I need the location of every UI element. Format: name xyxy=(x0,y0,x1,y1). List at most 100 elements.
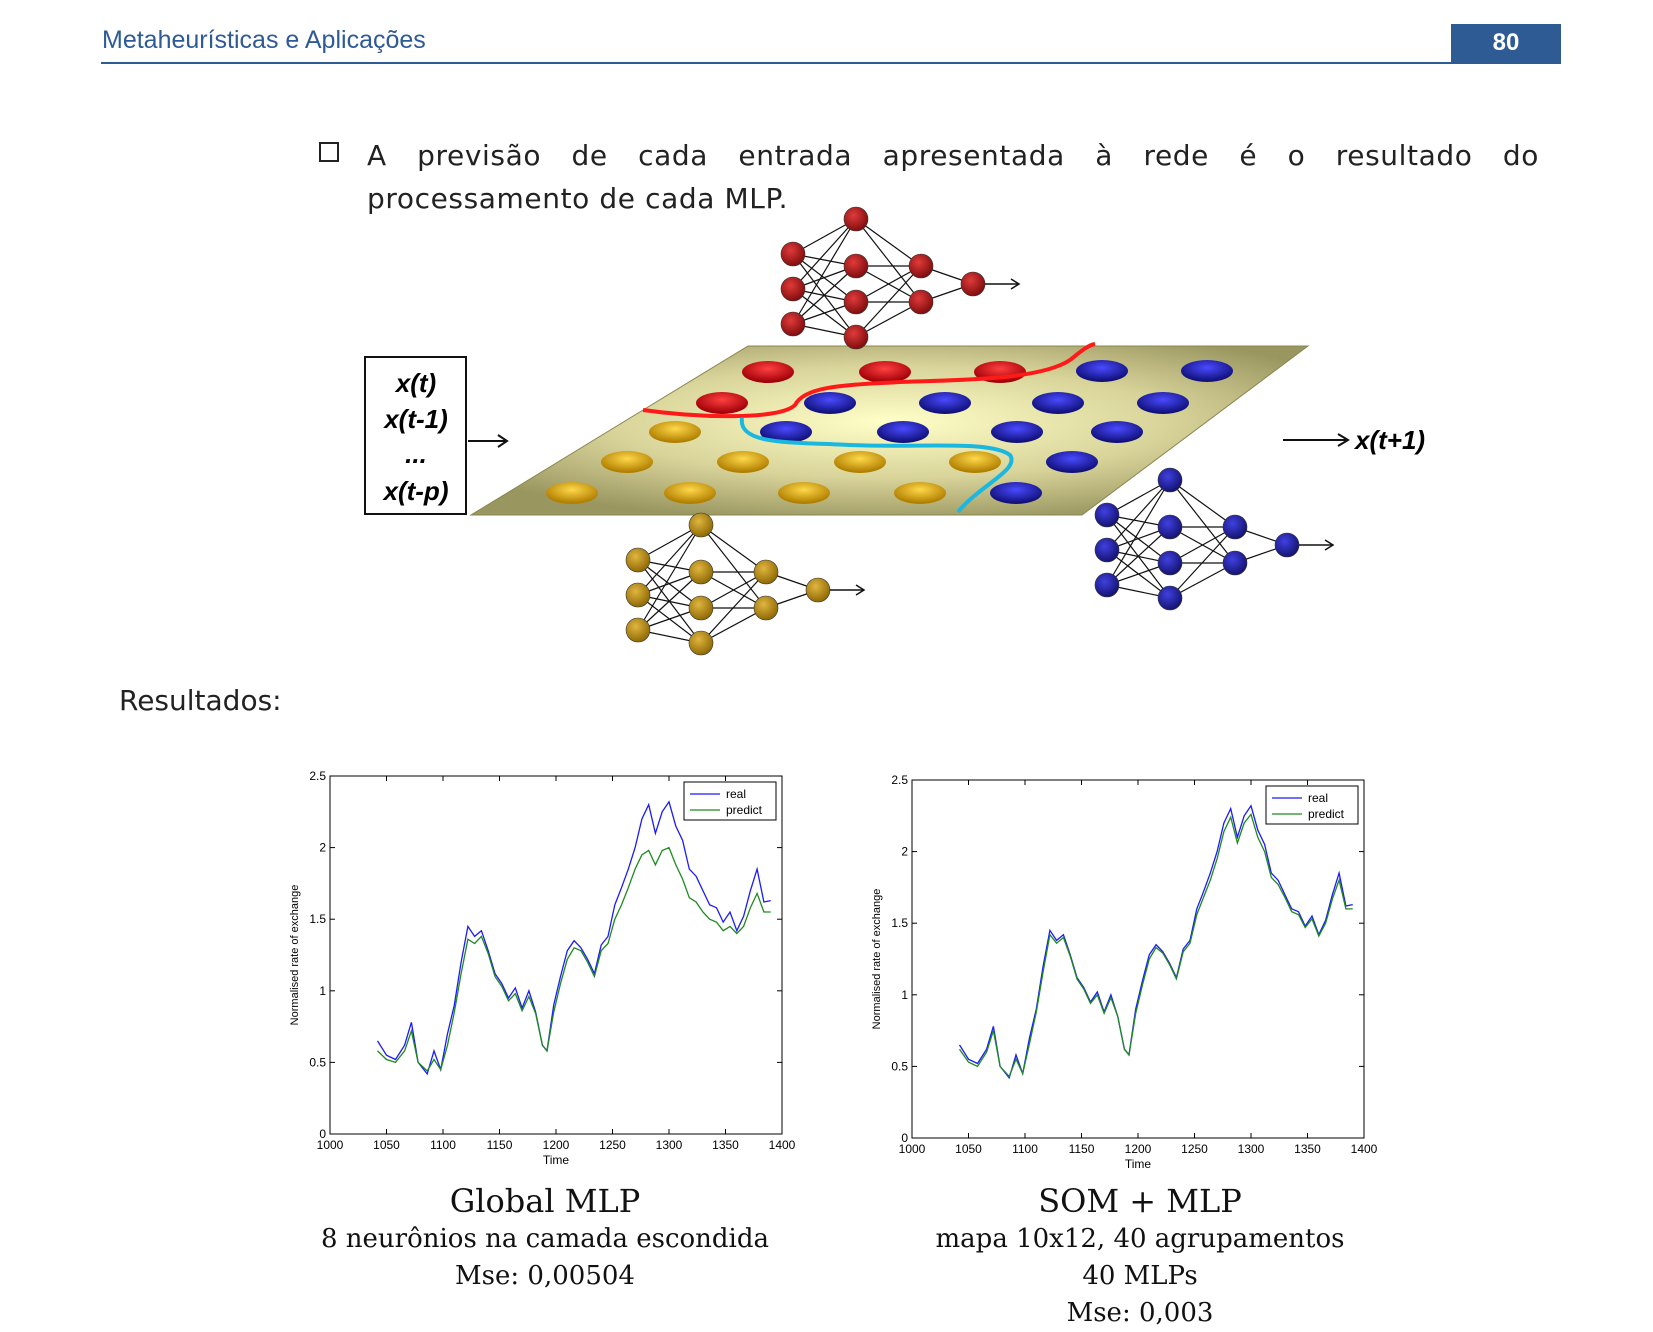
legend-label: predict xyxy=(1308,807,1345,821)
y-tick-label: 0.5 xyxy=(309,1055,326,1069)
mlp-node xyxy=(753,559,779,585)
legend: real predict xyxy=(683,781,777,821)
series-line-real xyxy=(376,800,771,1076)
mlp-node xyxy=(625,547,651,573)
caption-line: Mse: 0,00504 xyxy=(455,1261,635,1291)
som-neuron xyxy=(1046,451,1098,473)
checkbox-bullet-icon xyxy=(319,142,339,162)
mlp-node xyxy=(908,289,934,315)
mlp-blue xyxy=(1094,467,1335,611)
som-neuron xyxy=(664,482,716,504)
som-neuron xyxy=(1032,392,1084,414)
y-tick-label: 1.5 xyxy=(309,912,326,926)
legend: real predict xyxy=(1265,785,1359,825)
x-tick-label: 1300 xyxy=(1238,1142,1265,1156)
mlp-node xyxy=(843,206,869,232)
mlp-node xyxy=(1222,550,1248,576)
x-tick-label: 1200 xyxy=(543,1138,570,1152)
x-tick-label: 1100 xyxy=(1012,1142,1038,1156)
mlp-node xyxy=(753,595,779,621)
mlp-node xyxy=(688,595,714,621)
som-neuron xyxy=(1076,360,1128,382)
mlp-node xyxy=(843,324,869,350)
y-tick-label: 0 xyxy=(901,1131,908,1145)
x-tick-label: 1100 xyxy=(430,1138,456,1152)
som-neuron xyxy=(877,421,929,443)
header-rule xyxy=(101,62,1561,64)
input-vector-labels: x(t) x(t-1) ... x(t-p) xyxy=(382,368,449,506)
mlp-node xyxy=(1157,514,1183,540)
legend-label: predict xyxy=(726,803,763,817)
som-neuron xyxy=(894,482,946,504)
x-tick-label: 1050 xyxy=(955,1142,982,1156)
som-neuron xyxy=(990,482,1042,504)
y-tick-label: 0 xyxy=(319,1127,326,1141)
som-neuron xyxy=(949,451,1001,473)
x-tick-label: 1200 xyxy=(1125,1142,1152,1156)
results-label: Resultados: xyxy=(119,684,282,717)
som-neuron xyxy=(546,482,598,504)
mlp-red xyxy=(780,206,1021,350)
x-tick-label: 1350 xyxy=(1294,1142,1321,1156)
x-tick-label: 1400 xyxy=(769,1138,796,1152)
som-neuron xyxy=(1137,392,1189,414)
mlp-node xyxy=(1094,572,1120,598)
x-tick-label: 1000 xyxy=(317,1138,344,1152)
x-tick-label: 1050 xyxy=(373,1138,400,1152)
mlp-node xyxy=(780,241,806,267)
series-line-predict xyxy=(377,846,771,1073)
mlp-gold xyxy=(625,512,866,656)
cyan-cluster-boundary xyxy=(739,417,1014,514)
red-cluster-boundary xyxy=(642,342,1096,419)
caption-line: Mse: 0,003 xyxy=(1066,1298,1214,1328)
som-neuron xyxy=(778,482,830,504)
som-neuron xyxy=(1181,360,1233,382)
mlp-node xyxy=(1094,537,1120,563)
chart-global-mlp: 1000 1050 1100 1150 1200 1250 1300 1350 1400 0 0.5… xyxy=(289,769,796,1167)
mlp-node xyxy=(960,271,986,297)
page-number-badge: 80 xyxy=(1451,24,1561,62)
mlp-node xyxy=(625,582,651,608)
mlp-node xyxy=(805,577,831,603)
input-vector-box xyxy=(364,356,467,515)
mlp-node xyxy=(1157,585,1183,611)
mlp-node xyxy=(625,617,651,643)
x-axis-label: Time xyxy=(1125,1157,1152,1171)
input-label-2: x(t-1) xyxy=(382,404,448,434)
mlp-node xyxy=(1222,514,1248,540)
som-neuron xyxy=(859,361,911,383)
bullet-paragraph: A previsão de cada entrada apresentada à… xyxy=(367,139,1539,215)
mlp-node xyxy=(843,289,869,315)
output-label: x(t+1) xyxy=(1353,425,1425,455)
series-line-real xyxy=(958,804,1353,1080)
x-axis-label: Time xyxy=(543,1153,570,1167)
input-label-1: x(t) xyxy=(394,368,436,398)
caption-line: 8 neurônios na camada escondida xyxy=(320,1224,770,1254)
plot-area xyxy=(911,779,1365,1139)
mlp-node xyxy=(688,630,714,656)
som-neuron xyxy=(696,392,748,414)
x-tick-label: 1150 xyxy=(487,1138,513,1152)
mlp-node xyxy=(1157,550,1183,576)
plot-area xyxy=(329,775,783,1135)
mlp-networks xyxy=(625,206,1335,656)
som-neuron xyxy=(919,392,971,414)
som-neuron xyxy=(760,421,812,443)
caption-line: 40 MLPs xyxy=(1082,1261,1198,1291)
caption-title: SOM + MLP xyxy=(1038,1182,1242,1220)
som-neuron xyxy=(717,451,769,473)
som-neuron xyxy=(649,421,701,443)
mlp-node xyxy=(780,276,806,302)
som-mlp-diagram: x(t) x(t-1) ... x(t-p) x(t+1) xyxy=(364,206,1425,656)
caption-global-mlp: Global MLP 8 neurônios na camada escondi… xyxy=(305,1181,785,1295)
caption-som-mlp: SOM + MLP mapa 10x12, 40 agrupamentos 40… xyxy=(880,1181,1400,1332)
mlp-node xyxy=(1094,502,1120,528)
som-neuron xyxy=(742,361,794,383)
mlp-node xyxy=(1157,467,1183,493)
som-neuron xyxy=(991,421,1043,443)
x-tick-label: 1350 xyxy=(712,1138,739,1152)
x-tick-label: 1250 xyxy=(1181,1142,1208,1156)
mlp-node xyxy=(780,311,806,337)
y-tick-label: 0.5 xyxy=(891,1059,908,1073)
input-label-4: x(t-p) xyxy=(382,476,449,506)
